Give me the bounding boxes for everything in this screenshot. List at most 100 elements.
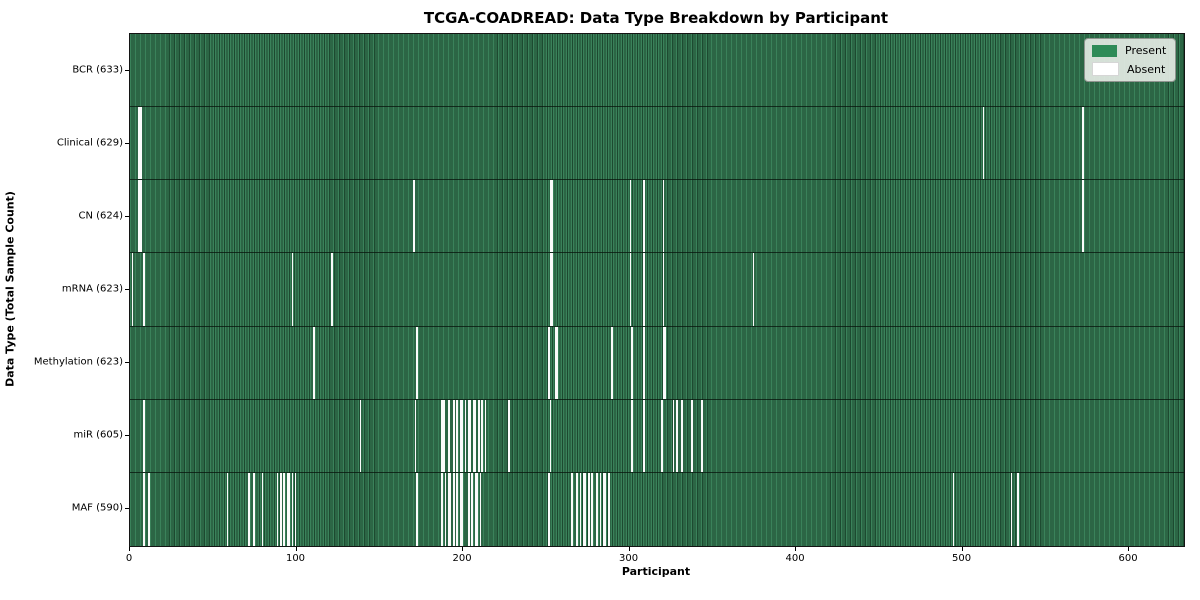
legend-entry-absent: Absent [1092, 62, 1166, 76]
absent-stripe [662, 326, 665, 399]
absent-stripe [226, 472, 229, 546]
absent-stripe [283, 472, 285, 546]
absent-stripe [549, 253, 552, 326]
absent-stripe [642, 180, 645, 253]
y-tick-mark [125, 69, 129, 71]
absent-stripe [253, 472, 255, 546]
absent-stripe [591, 472, 593, 546]
absent-stripe [481, 399, 483, 472]
row-BCR [130, 34, 1184, 108]
absent-stripe [611, 326, 613, 399]
absent-stripe [571, 472, 573, 546]
absent-stripe [629, 180, 632, 253]
x-tick-label: 400 [785, 553, 805, 564]
absent-stripe [286, 472, 289, 546]
absent-stripe [291, 253, 294, 326]
absent-stripe [416, 326, 419, 399]
absent-stripe [459, 472, 462, 546]
x-tick-mark [462, 546, 464, 551]
y-tick-label-mRNA: mRNA (623) [61, 283, 123, 295]
row-mRNA [130, 253, 1184, 327]
y-axis-labels: BCR (633) Clinical (629) CN (624) mRNA (623… [0, 33, 123, 545]
absent-stripe [549, 180, 552, 253]
absent-stripe [448, 472, 450, 546]
y-tick-label-miR: miR (605) [73, 429, 123, 441]
absent-stripe [471, 472, 473, 546]
absent-stripe [464, 399, 467, 472]
row-miR [130, 399, 1184, 473]
absent-stripe [456, 399, 458, 472]
absent-stripe [549, 399, 552, 472]
absent-stripe [582, 472, 585, 546]
absent-stripe [139, 107, 142, 180]
absent-stripe [587, 472, 590, 546]
y-tick-mark [125, 142, 129, 144]
absent-stripe [416, 472, 419, 546]
y-tick-mark [125, 215, 129, 217]
absent-stripe [456, 472, 458, 546]
absent-stripe [279, 472, 282, 546]
legend-entry-present: Present [1092, 44, 1166, 57]
x-tick-mark [961, 546, 963, 551]
absent-stripe [131, 253, 134, 326]
y-tick-label-BCR: BCR (633) [72, 64, 123, 76]
x-tick-mark [1128, 546, 1130, 551]
absent-stripe [441, 399, 444, 472]
absent-stripe [469, 399, 472, 472]
absent-stripe [661, 399, 663, 472]
y-tick-mark [125, 289, 129, 290]
absent-stripe [444, 472, 447, 546]
absent-stripe [443, 399, 445, 472]
absent-stripe [461, 472, 463, 546]
absent-stripe [461, 399, 463, 472]
absent-stripe [664, 326, 667, 399]
absent-stripe [143, 253, 145, 326]
legend-label: Present [1125, 44, 1167, 57]
absent-stripe [579, 472, 582, 546]
absent-stripe [478, 399, 480, 472]
absent-stripe [453, 472, 455, 546]
absent-stripe [982, 107, 985, 180]
absent-stripe [474, 472, 477, 546]
absent-stripe [359, 399, 362, 472]
absent-stripe [642, 326, 645, 399]
absent-stripe [476, 472, 478, 546]
absent-stripe [474, 399, 477, 472]
absent-stripe [453, 399, 455, 472]
absent-stripe [1082, 107, 1085, 180]
absent-stripe [596, 472, 598, 546]
y-tick-label-Clinical: Clinical (629) [56, 137, 123, 149]
absent-stripe [288, 472, 290, 546]
absent-stripe [331, 253, 334, 326]
absent-stripe [468, 399, 470, 472]
absent-stripe [642, 399, 645, 472]
absent-stripe [294, 472, 297, 546]
absent-stripe [449, 472, 452, 546]
absent-stripe [313, 326, 315, 399]
row-Methylation [130, 326, 1184, 400]
absent-stripe [691, 399, 693, 472]
y-tick-mark [125, 362, 129, 364]
legend-swatch-icon [1092, 62, 1119, 76]
absent-stripe [1010, 472, 1013, 546]
legend-label: Absent [1127, 62, 1166, 76]
absent-stripe [473, 399, 475, 472]
x-tick-label: 200 [452, 553, 472, 564]
absent-stripe [143, 399, 145, 472]
absent-stripe [952, 472, 955, 546]
chart-title: TCGA-COADREAD: Data Type Breakdown by Pa… [423, 9, 889, 27]
absent-stripe [551, 180, 553, 253]
absent-stripe [248, 472, 250, 546]
absent-stripe [607, 472, 610, 546]
absent-stripe [413, 180, 415, 253]
row-MAF [130, 472, 1184, 546]
absent-stripe [547, 472, 550, 546]
absent-stripe [642, 253, 645, 326]
y-axis-title: Data Type (Total Sample Count) [3, 191, 17, 387]
absent-stripe [576, 472, 578, 546]
absent-stripe [138, 107, 140, 180]
legend-swatch-icon [1092, 44, 1117, 57]
absent-stripe [752, 253, 755, 326]
absent-stripe [556, 326, 558, 399]
